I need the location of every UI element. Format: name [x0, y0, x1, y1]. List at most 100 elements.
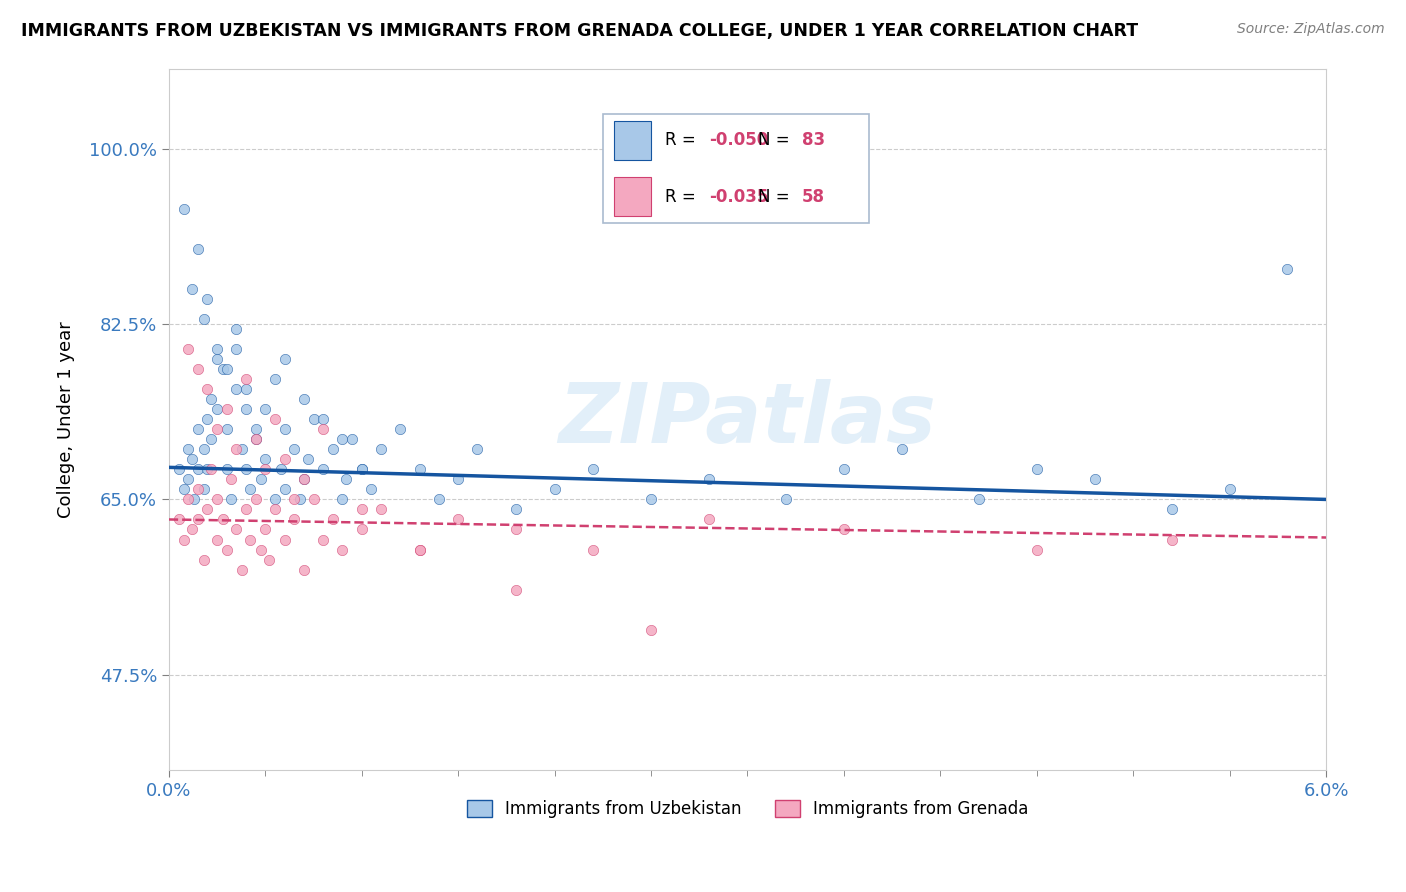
Point	[332, 492, 354, 507]
Point	[832, 523, 855, 537]
Point	[193, 483, 215, 497]
Point	[447, 512, 470, 526]
Point	[200, 462, 222, 476]
Point	[264, 492, 287, 507]
Point	[225, 342, 247, 356]
Point	[245, 432, 267, 446]
Point	[181, 452, 204, 467]
Point	[197, 412, 219, 426]
Point	[302, 412, 325, 426]
Point	[1160, 502, 1182, 516]
Point	[215, 542, 238, 557]
Point	[257, 552, 280, 566]
Point	[288, 492, 311, 507]
Point	[250, 472, 273, 486]
Point	[212, 512, 235, 526]
Point	[225, 322, 247, 336]
Point	[219, 492, 242, 507]
Point	[292, 563, 315, 577]
Text: IMMIGRANTS FROM UZBEKISTAN VS IMMIGRANTS FROM GRENADA COLLEGE, UNDER 1 YEAR CORR: IMMIGRANTS FROM UZBEKISTAN VS IMMIGRANTS…	[21, 22, 1139, 40]
Point	[167, 512, 190, 526]
Text: 83: 83	[801, 131, 825, 150]
Point	[197, 502, 219, 516]
Point	[173, 483, 195, 497]
Point	[360, 483, 382, 497]
Point	[205, 422, 228, 436]
Point	[370, 502, 392, 516]
Point	[231, 563, 253, 577]
Point	[235, 402, 257, 417]
Point	[187, 422, 209, 436]
Point	[205, 402, 228, 417]
Point	[890, 442, 912, 457]
Point	[273, 452, 295, 467]
Point	[292, 472, 315, 486]
Point	[264, 372, 287, 386]
Point	[283, 442, 305, 457]
Point	[322, 512, 344, 526]
Point	[231, 442, 253, 457]
Point	[640, 492, 662, 507]
Point	[177, 472, 200, 486]
Point	[273, 533, 295, 547]
Point	[187, 242, 209, 256]
Point	[254, 523, 277, 537]
Point	[173, 533, 195, 547]
Point	[264, 502, 287, 516]
Point	[322, 442, 344, 457]
Text: ZIPatlas: ZIPatlas	[558, 379, 936, 459]
Text: 58: 58	[801, 187, 825, 205]
Point	[505, 523, 527, 537]
Point	[239, 483, 262, 497]
Point	[389, 422, 412, 436]
Text: R =: R =	[665, 131, 702, 150]
Point	[245, 422, 267, 436]
Point	[235, 462, 257, 476]
Point	[197, 292, 219, 306]
Point	[505, 502, 527, 516]
Text: R =: R =	[665, 187, 702, 205]
Point	[181, 282, 204, 296]
Point	[200, 392, 222, 407]
Point	[967, 492, 990, 507]
FancyBboxPatch shape	[614, 121, 651, 160]
Point	[273, 422, 295, 436]
Point	[215, 422, 238, 436]
Point	[225, 523, 247, 537]
Point	[1025, 542, 1047, 557]
Point	[250, 542, 273, 557]
Point	[219, 472, 242, 486]
Point	[350, 462, 373, 476]
Point	[697, 472, 720, 486]
Point	[408, 542, 430, 557]
Text: -0.050: -0.050	[709, 131, 769, 150]
Point	[205, 352, 228, 367]
Point	[350, 502, 373, 516]
Text: N =: N =	[758, 131, 794, 150]
Point	[427, 492, 450, 507]
Y-axis label: College, Under 1 year: College, Under 1 year	[58, 321, 75, 517]
Point	[254, 462, 277, 476]
Point	[408, 462, 430, 476]
Point	[467, 442, 489, 457]
Point	[254, 452, 277, 467]
Point	[254, 402, 277, 417]
Point	[775, 492, 797, 507]
Point	[283, 512, 305, 526]
Point	[205, 533, 228, 547]
Point	[340, 432, 363, 446]
Point	[215, 462, 238, 476]
Point	[335, 472, 357, 486]
Point	[270, 462, 292, 476]
Point	[205, 342, 228, 356]
Point	[332, 542, 354, 557]
Point	[1277, 262, 1299, 277]
Point	[582, 462, 605, 476]
Point	[302, 492, 325, 507]
Point	[187, 483, 209, 497]
Point	[350, 462, 373, 476]
Point	[1084, 472, 1107, 486]
Point	[197, 462, 219, 476]
Point	[177, 442, 200, 457]
Point	[312, 412, 335, 426]
